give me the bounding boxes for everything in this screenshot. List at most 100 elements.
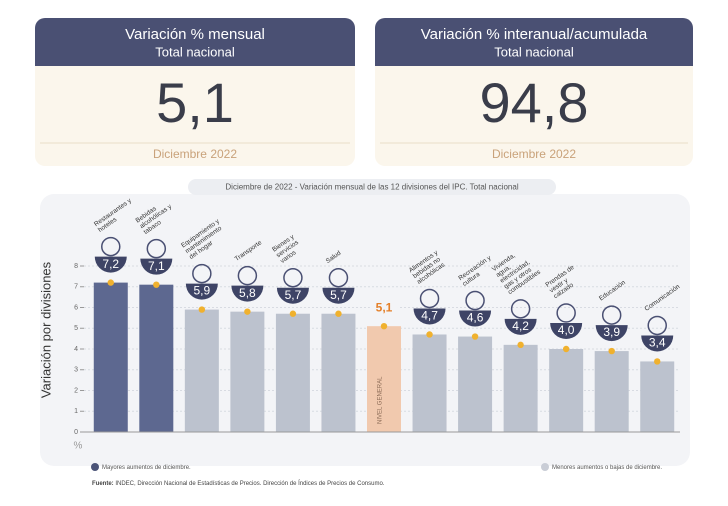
legend-label: Mayores aumentos de diciembre.	[102, 465, 191, 471]
source: Fuente: INDEC, Dirección Nacional de Est…	[92, 480, 385, 487]
icon	[647, 315, 667, 336]
value-dot	[562, 345, 570, 353]
value-dot	[471, 333, 479, 340]
value-label: 5,7	[285, 288, 302, 302]
value-label: 5,9	[194, 284, 211, 298]
legend-label: Menores aumentos o bajas de diciembre.	[552, 465, 662, 471]
value-badge	[368, 300, 400, 317]
value-dot	[335, 310, 342, 317]
value-badge	[140, 258, 173, 275]
bar	[93, 282, 128, 432]
value-dot	[426, 331, 433, 338]
legend-swatch	[541, 463, 549, 471]
card-header	[35, 18, 355, 66]
icon	[146, 238, 167, 259]
bar	[367, 326, 401, 432]
value-badge	[322, 287, 355, 304]
value-badge	[550, 323, 583, 339]
bar	[321, 313, 356, 432]
y-tick-label: 4	[74, 346, 78, 353]
card: Variación % interanual/acumulada Total n…	[375, 18, 693, 166]
value-badge	[231, 285, 264, 302]
bar	[230, 311, 265, 432]
category-label: NIVEL GENERAL	[378, 376, 384, 424]
legend-swatch	[91, 463, 99, 471]
value-dot	[380, 322, 388, 330]
unit-label: %	[74, 441, 83, 452]
card-value: 5,1	[156, 71, 234, 134]
y-tick-label: 7	[74, 284, 78, 291]
value-dot	[654, 358, 661, 365]
value-badge	[413, 308, 446, 325]
value-label: 5,8	[239, 286, 256, 300]
card-title: Variación % mensual	[125, 26, 265, 43]
y-axis-label: Variación por divisiones	[38, 261, 53, 398]
icon	[601, 305, 622, 325]
y-tick-label: 1	[74, 408, 78, 415]
value-label: 7,1	[148, 259, 165, 273]
value-dot	[153, 281, 160, 288]
card-header	[375, 18, 693, 66]
value-badge	[595, 325, 628, 342]
bar	[275, 313, 310, 432]
value-dot	[244, 308, 251, 315]
value-badge	[94, 256, 127, 273]
value-label: 5,7	[330, 288, 347, 302]
value-badge	[504, 318, 537, 335]
card-value: 94,8	[480, 71, 589, 134]
bar	[503, 344, 538, 432]
title-pill	[188, 179, 556, 195]
source-text: INDEC, Dirección Nacional de Estadística…	[114, 480, 385, 487]
card-title: Variación % interanual/acumulada	[421, 26, 648, 43]
value-label: 4,0	[558, 323, 575, 337]
icon	[283, 267, 303, 288]
bar	[412, 334, 447, 432]
category-label: Vivienda,agua,electricidad,gas y otrosco…	[491, 245, 543, 296]
y-tick-label: 0	[74, 429, 78, 436]
bar	[458, 336, 493, 432]
value-label: 4,2	[512, 319, 529, 333]
value-badge	[185, 283, 218, 300]
icon	[556, 303, 576, 323]
y-tick-label: 3	[74, 367, 78, 374]
icon	[101, 236, 121, 257]
icon	[328, 267, 349, 288]
value-label: 7,2	[102, 257, 119, 271]
value-dot	[517, 341, 524, 349]
bar	[594, 351, 629, 432]
icon	[192, 263, 212, 284]
value-label: 5,1	[376, 300, 393, 314]
value-badge	[276, 287, 309, 304]
card-period: Diciembre 2022	[153, 147, 237, 161]
value-label: 4,7	[421, 309, 438, 323]
icon	[237, 265, 258, 286]
value-dot	[289, 310, 297, 317]
card-subtitle: Total nacional	[494, 44, 574, 59]
y-tick-label: 5	[74, 325, 78, 332]
value-label: 4,6	[467, 311, 484, 325]
bar	[139, 284, 174, 432]
chart-title: Diciembre de 2022 - Variación mensual de…	[225, 183, 518, 192]
y-tick-label: 8	[74, 263, 78, 270]
value-label: 3,4	[649, 336, 666, 350]
value-badge	[641, 335, 674, 352]
bar	[549, 349, 584, 432]
icon	[465, 290, 485, 311]
card-period: Diciembre 2022	[492, 147, 576, 161]
card-subtitle: Total nacional	[155, 44, 235, 59]
value-label: 3,9	[603, 325, 620, 339]
source-label: Fuente:	[92, 481, 114, 487]
value-dot	[608, 347, 615, 355]
value-badge	[459, 310, 492, 327]
value-dot	[107, 279, 114, 286]
y-tick-label: 2	[74, 387, 78, 394]
card: Variación % mensual Total nacional 5,1 D…	[35, 18, 355, 166]
bar	[184, 309, 219, 432]
chart-subtitle: - Variación mensual de las 12 divisiones…	[293, 183, 519, 192]
y-tick-label: 6	[74, 304, 78, 311]
chart-panel	[40, 194, 690, 466]
value-dot	[198, 306, 206, 313]
icon	[419, 288, 440, 309]
